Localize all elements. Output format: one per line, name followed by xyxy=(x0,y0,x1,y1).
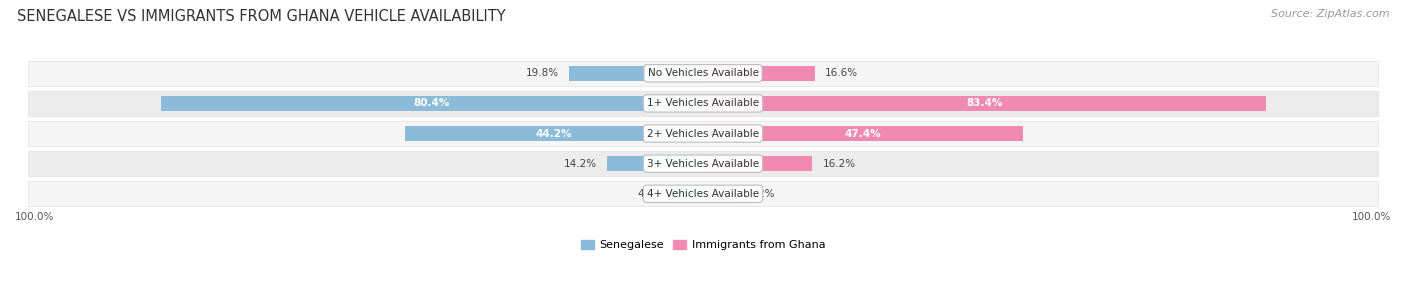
Text: 47.4%: 47.4% xyxy=(845,128,882,138)
Text: 16.6%: 16.6% xyxy=(825,68,858,78)
Text: 1+ Vehicles Available: 1+ Vehicles Available xyxy=(647,98,759,108)
Text: 100.0%: 100.0% xyxy=(1351,212,1391,223)
Text: 16.2%: 16.2% xyxy=(823,159,855,169)
Bar xyxy=(673,186,703,201)
Bar xyxy=(703,66,815,81)
Bar xyxy=(703,186,738,201)
Bar xyxy=(405,126,703,141)
Bar xyxy=(28,121,1378,146)
Bar xyxy=(160,96,703,111)
Text: 83.4%: 83.4% xyxy=(966,98,1002,108)
Bar xyxy=(703,126,1022,141)
Bar xyxy=(28,91,1378,116)
Text: No Vehicles Available: No Vehicles Available xyxy=(648,68,758,78)
Text: 80.4%: 80.4% xyxy=(413,98,450,108)
Text: Source: ZipAtlas.com: Source: ZipAtlas.com xyxy=(1271,9,1389,19)
Text: 4+ Vehicles Available: 4+ Vehicles Available xyxy=(647,189,759,199)
Text: 2+ Vehicles Available: 2+ Vehicles Available xyxy=(647,128,759,138)
Text: 19.8%: 19.8% xyxy=(526,68,560,78)
Legend: Senegalese, Immigrants from Ghana: Senegalese, Immigrants from Ghana xyxy=(576,236,830,255)
Text: 44.2%: 44.2% xyxy=(536,128,572,138)
Text: 5.2%: 5.2% xyxy=(748,189,775,199)
Text: 14.2%: 14.2% xyxy=(564,159,598,169)
Bar xyxy=(569,66,703,81)
Text: 4.3%: 4.3% xyxy=(637,189,664,199)
Text: SENEGALESE VS IMMIGRANTS FROM GHANA VEHICLE AVAILABILITY: SENEGALESE VS IMMIGRANTS FROM GHANA VEHI… xyxy=(17,9,506,23)
Bar xyxy=(28,61,1378,86)
Text: 100.0%: 100.0% xyxy=(15,212,55,223)
Bar xyxy=(703,96,1265,111)
Text: 3+ Vehicles Available: 3+ Vehicles Available xyxy=(647,159,759,169)
Bar xyxy=(607,156,703,171)
Bar xyxy=(28,181,1378,206)
Bar xyxy=(28,151,1378,176)
Bar xyxy=(703,156,813,171)
